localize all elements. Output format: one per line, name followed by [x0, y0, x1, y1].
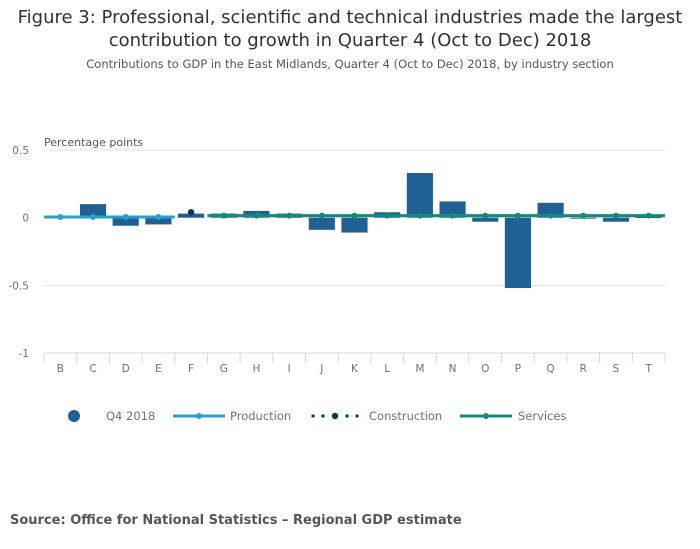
production-point	[155, 213, 162, 220]
legend-marker-services	[483, 413, 489, 419]
legend-marker-construction	[331, 412, 339, 420]
bar-F	[178, 213, 205, 218]
services-point	[416, 212, 423, 219]
services-point	[612, 212, 619, 219]
x-tick-label: C	[89, 363, 96, 375]
legend: Q4 2018 Production Construction Services	[68, 409, 567, 423]
services-point	[286, 212, 293, 219]
y-tick-label: -0.5	[9, 280, 30, 292]
chart-title: Figure 3: Professional, scientific and t…	[0, 6, 700, 52]
bar-M	[406, 173, 433, 218]
x-tick-label: I	[288, 363, 291, 375]
bar-D	[112, 217, 139, 226]
production-point	[90, 213, 97, 220]
legend-dot-construction	[321, 414, 325, 418]
services-point	[514, 212, 521, 219]
x-tick-label: E	[155, 363, 162, 375]
bar-K	[341, 217, 368, 233]
x-axis: B C D E F G H I J K L M N O P Q R S T	[43, 352, 666, 375]
legend-label-q4-2018: Q4 2018	[106, 409, 155, 423]
y-axis-title: Percentage points	[44, 136, 143, 149]
services-point	[547, 212, 554, 219]
services-point	[645, 212, 652, 219]
services-point	[482, 212, 489, 219]
services-point	[384, 212, 391, 219]
bar-N	[439, 201, 466, 218]
legend-dot-construction	[355, 414, 359, 418]
legend-label-construction: Construction	[369, 409, 442, 423]
x-tick-label: P	[515, 363, 521, 375]
legend-swatch-bars	[68, 410, 80, 422]
bar-Q	[537, 202, 564, 218]
services-point	[220, 212, 227, 219]
legend-marker-production	[196, 413, 202, 419]
services-point	[318, 212, 325, 219]
chart-svg: Percentage points 0.5 0 -0.5 -1 B C D E F G H I J K L…	[9, 136, 666, 423]
x-tick-label: M	[415, 363, 424, 375]
x-tick-label: G	[220, 363, 228, 375]
legend-label-production: Production	[230, 409, 291, 423]
services-point	[580, 212, 587, 219]
x-tick-label: J	[319, 363, 323, 375]
bar-P	[504, 217, 531, 289]
lines	[44, 209, 665, 220]
x-tick-label: L	[384, 363, 390, 375]
x-tick-label: F	[188, 363, 194, 375]
x-tick-label: S	[613, 363, 620, 375]
bar-J	[308, 217, 335, 230]
x-tick-label: N	[449, 363, 457, 375]
services-point	[449, 212, 456, 219]
construction-point	[187, 209, 195, 216]
x-tick-label: K	[351, 363, 359, 375]
chart-subtitle: Contributions to GDP in the East Midland…	[86, 57, 614, 71]
production-point	[122, 213, 129, 220]
x-tick-label: D	[122, 363, 130, 375]
x-tick-label: R	[580, 363, 587, 375]
legend-dot-construction	[311, 414, 315, 418]
services-point	[351, 212, 358, 219]
production-point	[57, 213, 64, 220]
chart-title-line1: Figure 3: Professional, scientific and t…	[17, 7, 683, 28]
bar-C	[79, 204, 107, 218]
chart-title-line2: contribution to growth in Quarter 4 (Oct…	[108, 30, 592, 51]
services-point	[253, 212, 260, 219]
x-tick-label: Q	[546, 363, 554, 375]
y-tick-label: 0	[22, 213, 29, 225]
x-tick-label: B	[57, 363, 64, 375]
bar-S	[602, 217, 630, 222]
legend-dot-construction	[345, 414, 349, 418]
legend-label-services: Services	[518, 409, 567, 423]
y-tick-label: -1	[19, 348, 29, 360]
x-tick-label: T	[644, 363, 652, 375]
y-ticks: 0.5 0 -0.5 -1	[9, 145, 30, 360]
bar-E	[145, 217, 172, 225]
bars	[47, 173, 662, 289]
x-tick-label: O	[481, 363, 489, 375]
x-tick-label: H	[252, 363, 260, 375]
bar-O	[472, 217, 499, 222]
y-tick-label: 0.5	[12, 145, 29, 157]
source-note: Source: Office for National Statistics –…	[10, 513, 462, 528]
